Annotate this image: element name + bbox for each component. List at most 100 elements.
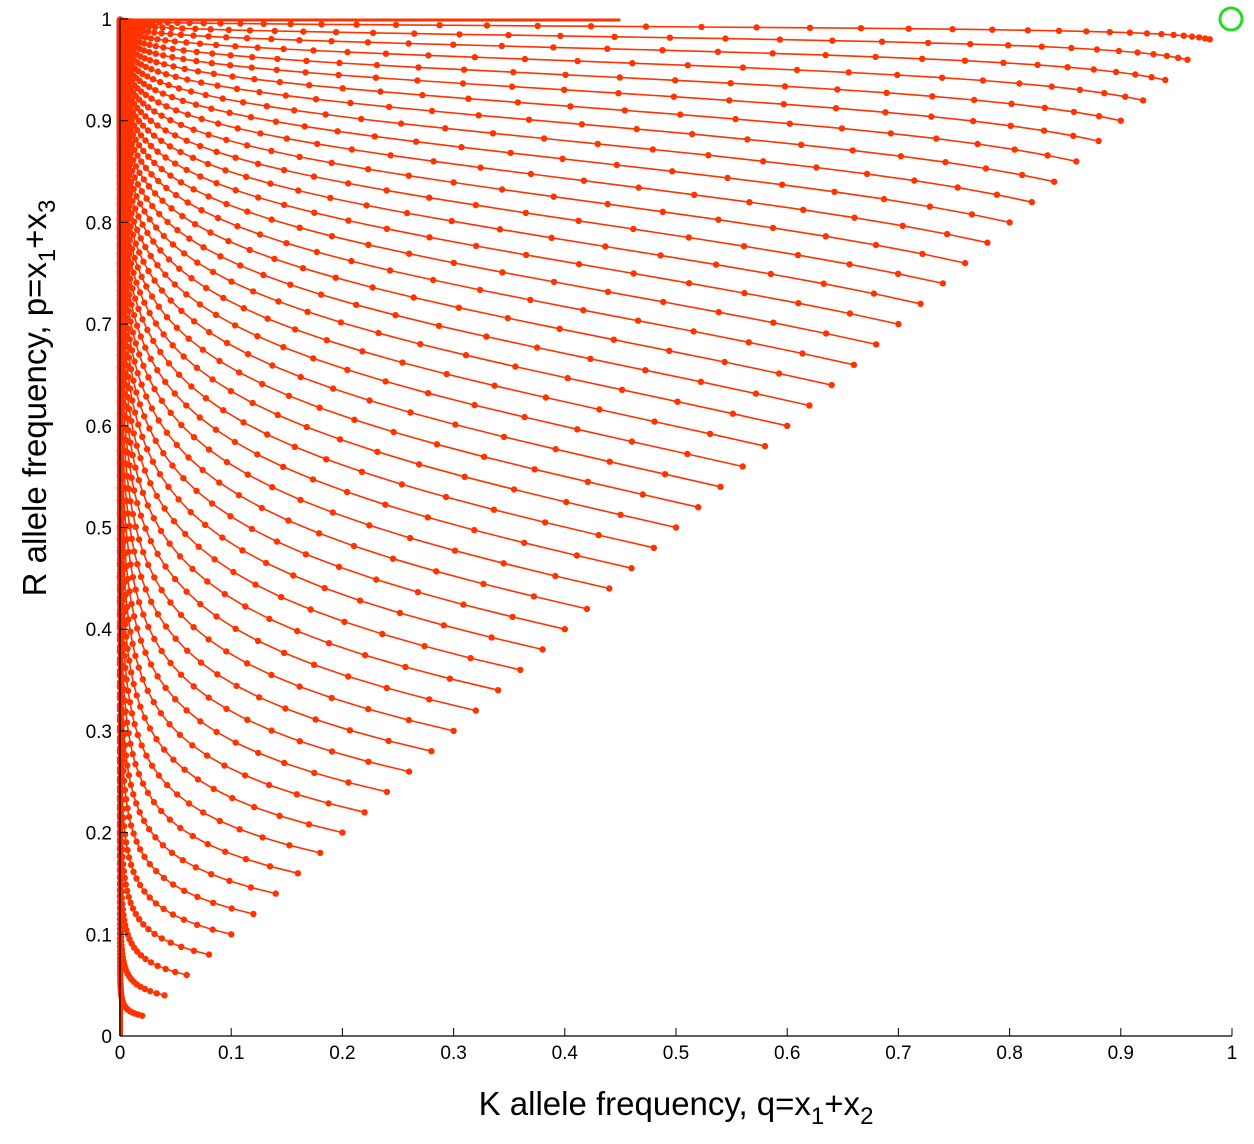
trajectory-point — [175, 496, 182, 503]
trajectory-point — [126, 462, 133, 469]
trajectory-point — [154, 611, 162, 618]
trajectory-point — [127, 498, 134, 505]
trajectory-point — [176, 553, 184, 560]
y-axis-label-sub1: 1 — [34, 249, 61, 262]
trajectory-point — [574, 57, 581, 65]
trajectory-point — [250, 910, 257, 918]
trajectory-point — [442, 493, 450, 501]
x-tick-label: 0.9 — [1108, 1043, 1134, 1064]
trajectory-point — [1007, 122, 1014, 129]
trajectory-point — [304, 308, 311, 315]
trajectory-point — [124, 242, 131, 249]
trajectory-point — [122, 664, 129, 671]
trajectory-point — [134, 369, 141, 377]
trajectory-point — [274, 55, 281, 63]
trajectory-point — [232, 154, 239, 161]
trajectory-point — [873, 341, 880, 348]
trajectory-point — [674, 398, 681, 405]
trajectory-point — [145, 561, 152, 569]
trajectory-point — [344, 48, 351, 56]
trajectory-point — [136, 401, 144, 408]
trajectory-point — [222, 167, 229, 174]
trajectory-point — [348, 146, 355, 153]
trajectory-point — [334, 128, 341, 135]
trajectory-point — [223, 200, 230, 208]
trajectory-point — [305, 821, 313, 828]
trajectory-point — [202, 284, 210, 292]
trajectory-point — [542, 394, 549, 401]
trajectory-point — [169, 45, 176, 53]
trajectory-point — [135, 536, 143, 543]
trajectory-point — [183, 402, 190, 409]
trajectory-point — [887, 130, 895, 137]
trajectory-point — [919, 55, 926, 62]
trajectory-point — [184, 111, 191, 118]
trajectory-point — [126, 657, 133, 664]
trajectory-point — [204, 840, 211, 848]
trajectory-point — [162, 71, 170, 78]
trajectory-point — [132, 136, 139, 143]
trajectory-point — [127, 223, 134, 230]
trajectory-point — [761, 442, 769, 450]
trajectory-point — [123, 719, 131, 726]
trajectory-point — [275, 298, 282, 305]
trajectory-point — [371, 133, 378, 140]
trajectory-point — [745, 339, 752, 346]
trajectory-point — [1068, 44, 1075, 52]
trajectory-point — [296, 683, 303, 690]
trajectory-point — [706, 430, 714, 437]
trajectory-point — [187, 88, 195, 95]
trajectory-point — [145, 104, 152, 111]
trajectory-point — [155, 772, 163, 779]
trajectory-point — [166, 143, 174, 150]
trajectory-point — [578, 121, 586, 128]
trajectory-point — [159, 197, 166, 204]
trajectory-point — [415, 461, 423, 468]
trajectory-point — [158, 137, 165, 144]
x-tick-label: 0.3 — [440, 1043, 466, 1064]
trajectory-point — [406, 534, 414, 542]
trajectory-point — [176, 265, 183, 272]
trajectory-point — [522, 251, 530, 259]
trajectory-point — [160, 52, 167, 59]
trajectory-point — [806, 24, 814, 31]
trajectory-point — [618, 386, 626, 393]
trajectory-point — [205, 694, 212, 701]
trajectory-point — [151, 574, 158, 581]
trajectory-point — [180, 353, 187, 360]
trajectory-point — [197, 659, 205, 666]
trajectory-point — [128, 669, 135, 676]
trajectory-point — [500, 560, 507, 567]
trajectory-point — [677, 111, 684, 118]
trajectory-point — [153, 736, 160, 743]
trajectory-point — [137, 235, 144, 242]
trajectory-point — [147, 117, 155, 125]
trajectory-point — [135, 477, 142, 484]
trajectory-point — [136, 881, 144, 889]
trajectory-point — [209, 926, 216, 933]
trajectory-point — [186, 235, 193, 242]
trajectory-point — [202, 91, 209, 99]
trajectory-point — [162, 154, 169, 161]
trajectory-point — [456, 31, 463, 38]
trajectory-point — [152, 50, 159, 57]
trajectory-point — [184, 199, 191, 206]
trajectory-point — [142, 955, 149, 963]
trajectory-point — [207, 229, 214, 236]
trajectory-point — [150, 238, 157, 245]
trajectory-point — [140, 176, 147, 183]
trajectory-point — [405, 716, 412, 724]
trajectory-point — [153, 492, 160, 500]
trajectory-point — [126, 202, 133, 210]
trajectory-point — [561, 626, 568, 633]
trajectory-point — [124, 228, 132, 235]
trajectory-point — [784, 422, 791, 429]
trajectory-point — [214, 671, 221, 678]
trajectory-point — [154, 122, 161, 129]
trajectory-point — [125, 307, 132, 315]
trajectory-point — [383, 225, 391, 232]
trajectory-point — [442, 125, 449, 132]
trajectory-point — [780, 101, 787, 108]
trajectory-point — [365, 241, 372, 248]
trajectory-point — [498, 42, 505, 50]
